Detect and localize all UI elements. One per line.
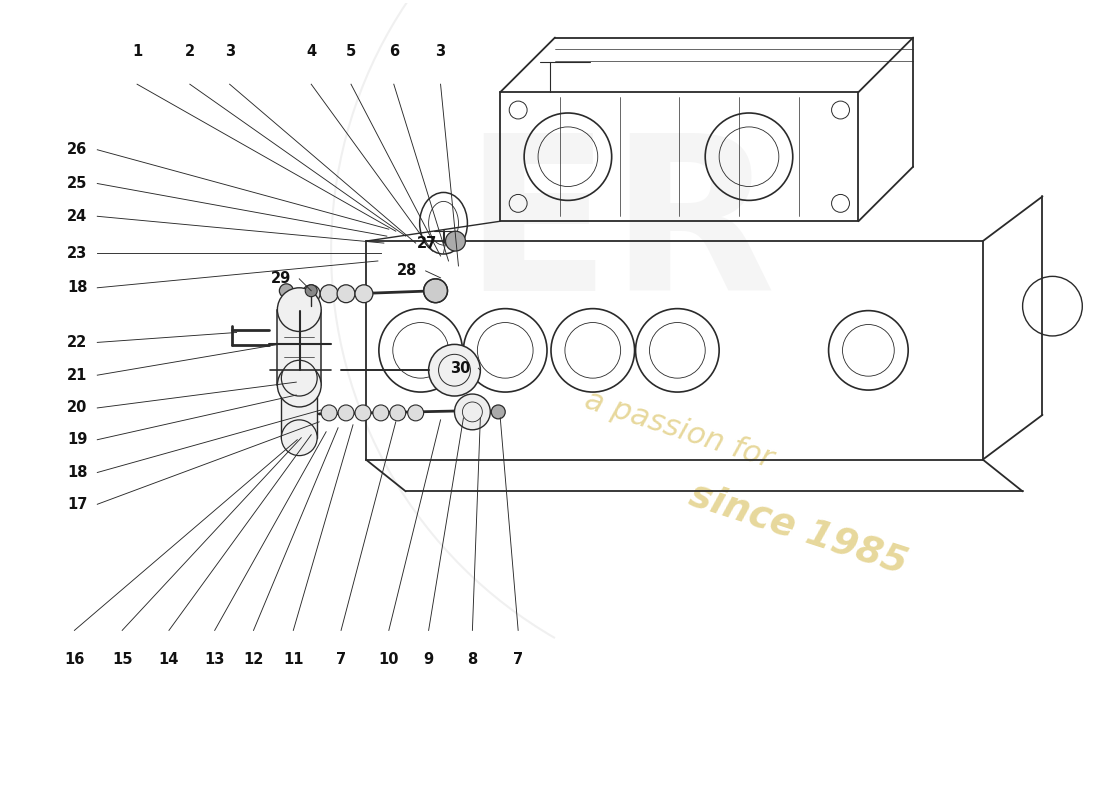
Text: since 1985: since 1985 <box>685 477 912 582</box>
Text: 25: 25 <box>67 176 87 191</box>
Text: 27: 27 <box>417 235 438 250</box>
Circle shape <box>355 405 371 421</box>
Text: 10: 10 <box>378 652 399 667</box>
Text: 17: 17 <box>67 497 87 512</box>
Text: 26: 26 <box>67 142 87 158</box>
Text: ER: ER <box>463 126 776 336</box>
Text: 30: 30 <box>450 361 471 376</box>
Bar <box>366 241 982 459</box>
Text: 1: 1 <box>132 44 142 59</box>
Text: 22: 22 <box>67 335 87 350</box>
Circle shape <box>320 285 338 302</box>
Text: 28: 28 <box>397 263 418 278</box>
Text: 24: 24 <box>67 209 87 224</box>
Bar <box>282 378 317 438</box>
Text: 29: 29 <box>271 271 292 286</box>
Text: a passion for: a passion for <box>582 386 778 474</box>
Circle shape <box>338 405 354 421</box>
Text: 15: 15 <box>112 652 132 667</box>
Bar <box>500 92 858 222</box>
Text: 18: 18 <box>67 465 87 480</box>
Text: 16: 16 <box>64 652 85 667</box>
Circle shape <box>373 405 388 421</box>
Text: 8: 8 <box>468 652 477 667</box>
Circle shape <box>321 405 337 421</box>
Text: 18: 18 <box>67 280 87 295</box>
Text: 14: 14 <box>158 652 179 667</box>
Text: 19: 19 <box>67 432 87 447</box>
Circle shape <box>277 288 321 331</box>
Circle shape <box>446 231 465 251</box>
Text: 5: 5 <box>345 44 356 59</box>
Circle shape <box>454 394 491 430</box>
Text: 20: 20 <box>67 401 87 415</box>
Circle shape <box>282 360 317 396</box>
Text: 23: 23 <box>67 246 87 261</box>
Circle shape <box>408 405 424 421</box>
Text: 12: 12 <box>243 652 264 667</box>
Text: 3: 3 <box>436 44 446 59</box>
Circle shape <box>492 405 505 419</box>
Text: 2: 2 <box>185 44 195 59</box>
Text: 13: 13 <box>205 652 224 667</box>
Circle shape <box>282 420 317 456</box>
Text: 21: 21 <box>67 368 87 382</box>
Circle shape <box>355 285 373 302</box>
Bar <box>277 310 321 385</box>
Circle shape <box>424 279 448 302</box>
Text: 6: 6 <box>388 44 399 59</box>
Text: 11: 11 <box>283 652 304 667</box>
Text: 7: 7 <box>513 652 524 667</box>
Circle shape <box>337 285 355 302</box>
Text: 4: 4 <box>306 44 317 59</box>
Circle shape <box>429 344 481 396</box>
Circle shape <box>305 285 317 297</box>
Text: 7: 7 <box>336 652 346 667</box>
Circle shape <box>302 285 320 302</box>
Circle shape <box>389 405 406 421</box>
Text: 9: 9 <box>424 652 433 667</box>
Circle shape <box>277 363 321 407</box>
Circle shape <box>279 284 294 298</box>
Text: 3: 3 <box>224 44 234 59</box>
